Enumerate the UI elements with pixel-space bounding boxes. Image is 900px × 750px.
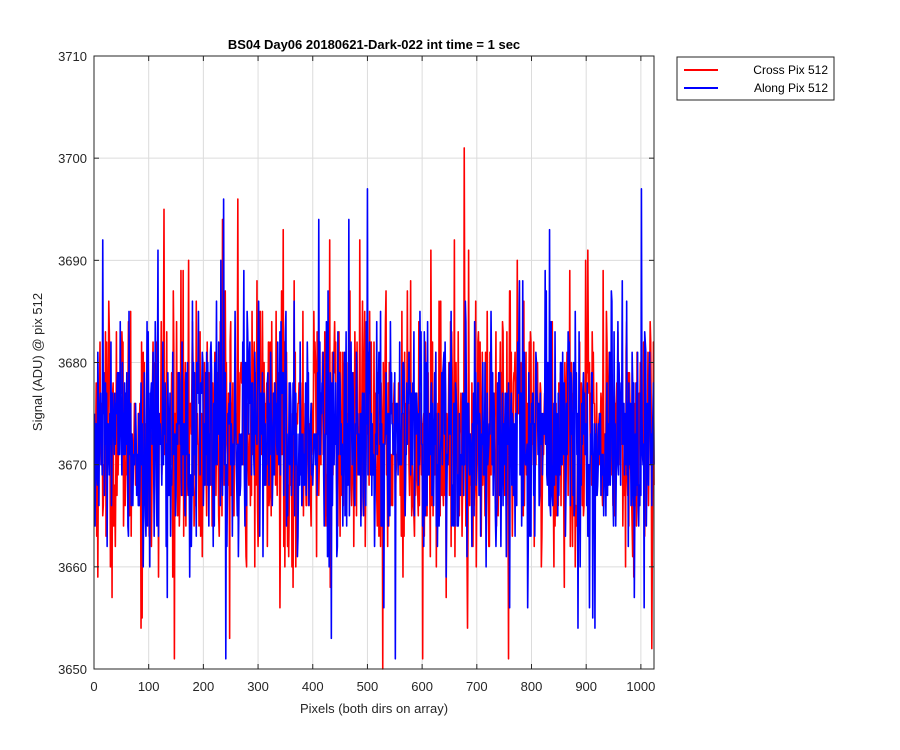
y-tick-label: 3690 — [58, 253, 87, 268]
x-tick-label: 900 — [575, 679, 597, 694]
ticks: 0 100 200 300 400 500 600 700 800 900 1000 3650 3660… — [58, 49, 655, 694]
x-tick-label: 500 — [357, 679, 379, 694]
x-tick-label: 400 — [302, 679, 324, 694]
y-tick-label: 3650 — [58, 662, 87, 677]
x-tick-label: 200 — [193, 679, 215, 694]
x-tick-label: 600 — [411, 679, 433, 694]
y-tick-label: 3680 — [58, 356, 87, 371]
y-axis-label: Signal (ADU) @ pix 512 — [30, 293, 45, 431]
legend: Cross Pix 512 Along Pix 512 — [676, 56, 835, 101]
y-tick-label: 3710 — [58, 49, 87, 64]
x-tick-label: 100 — [138, 679, 160, 694]
x-tick-label: 800 — [521, 679, 543, 694]
series-line-along-pix-512 — [93, 188, 655, 660]
legend-label-along: Along Pix 512 — [754, 81, 828, 95]
legend-label-cross: Cross Pix 512 — [753, 63, 828, 77]
x-tick-label: 0 — [90, 679, 97, 694]
x-tick-label: 700 — [466, 679, 488, 694]
y-tick-label: 3660 — [58, 560, 87, 575]
x-tick-label: 1000 — [626, 679, 655, 694]
plot-area — [93, 147, 655, 670]
x-axis-label: Pixels (both dirs on array) — [300, 701, 448, 716]
chart-title: BS04 Day06 20180621-Dark-022 int time = … — [228, 37, 520, 52]
y-tick-label: 3700 — [58, 151, 87, 166]
x-tick-label: 300 — [247, 679, 269, 694]
y-tick-label: 3670 — [58, 458, 87, 473]
legend-box — [676, 56, 835, 101]
